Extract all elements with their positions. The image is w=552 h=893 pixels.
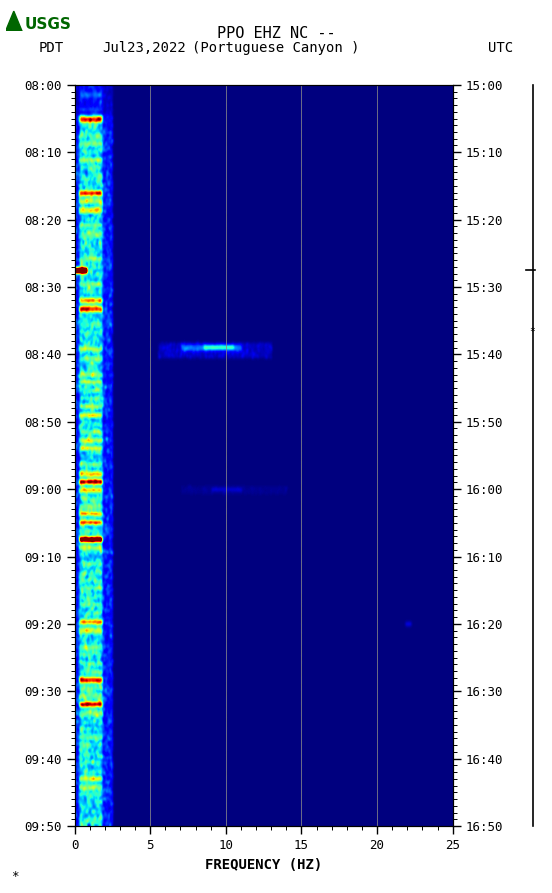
Text: (Portuguese Canyon ): (Portuguese Canyon ) [192,41,360,55]
Text: *: * [530,327,535,337]
Text: USGS: USGS [25,17,72,32]
Text: PPO EHZ NC --: PPO EHZ NC -- [217,27,335,41]
Polygon shape [6,12,22,31]
Text: UTC: UTC [488,41,513,55]
Text: Jul23,2022: Jul23,2022 [102,41,186,55]
X-axis label: FREQUENCY (HZ): FREQUENCY (HZ) [205,858,322,872]
Text: *: * [11,871,19,883]
Text: PDT: PDT [39,41,64,55]
